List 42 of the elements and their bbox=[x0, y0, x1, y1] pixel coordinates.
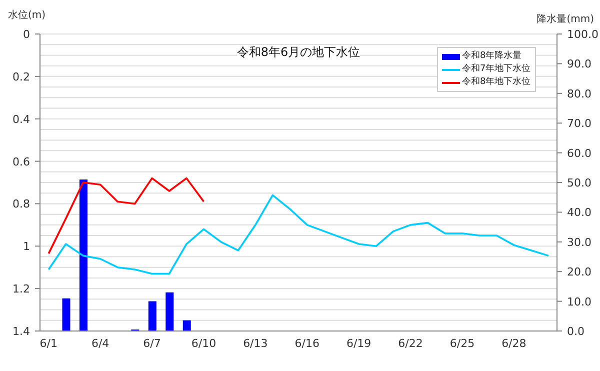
bar bbox=[166, 292, 174, 331]
y2-tick-label: 100.0 bbox=[567, 28, 598, 41]
x-tick-label: 6/13 bbox=[243, 336, 268, 350]
y-tick-label: 1 bbox=[23, 240, 30, 254]
bar bbox=[148, 301, 156, 331]
y-tick-label: 0.2 bbox=[12, 70, 30, 84]
y2-tick-label: 80.0 bbox=[567, 87, 592, 100]
y2-tick-label: 50.0 bbox=[567, 176, 592, 190]
x-tick-label: 6/25 bbox=[450, 336, 475, 350]
legend-label: 令和8年地下水位 bbox=[462, 76, 531, 89]
text: 令和8年6月の地下水位 bbox=[236, 45, 360, 59]
y-tick-label: 0.6 bbox=[12, 155, 30, 168]
y2-tick-label: 20.0 bbox=[567, 266, 592, 279]
line-series bbox=[48, 194, 550, 275]
y2-tick-label: 0.0 bbox=[567, 325, 584, 338]
x-tick-label: 6/28 bbox=[502, 336, 526, 350]
legend-label: 令和7年地下水位 bbox=[462, 63, 531, 76]
x-tick-label: 6/1 bbox=[40, 336, 58, 350]
y2-tick-label: 40.0 bbox=[567, 206, 592, 220]
y-tick-label: 1.2 bbox=[12, 282, 30, 296]
line-series bbox=[48, 177, 205, 254]
y2-tick-label: 60.0 bbox=[567, 146, 592, 160]
y2-tick-label: 30.0 bbox=[567, 236, 592, 249]
bar bbox=[182, 320, 191, 331]
y-tick-label: 0.4 bbox=[12, 112, 30, 126]
x-tick-label: 6/19 bbox=[346, 336, 372, 350]
y-tick-label: 0 bbox=[23, 28, 30, 41]
bar bbox=[62, 298, 70, 331]
y-axis-title: 水位(m) bbox=[8, 8, 46, 22]
x-tick-label: 6/7 bbox=[143, 336, 161, 350]
legend-label: 令和8年降水量 bbox=[462, 50, 522, 63]
y2-tick-label: 10.0 bbox=[567, 295, 592, 308]
y2-tick-label: 70.0 bbox=[567, 117, 592, 130]
y-tick-label: 1.4 bbox=[12, 325, 30, 338]
y2-axis-title: 降水量(mm) bbox=[536, 12, 594, 26]
x-tick-label: 6/16 bbox=[294, 336, 320, 350]
x-tick-label: 6/4 bbox=[91, 336, 110, 350]
y-tick-label: 0.8 bbox=[12, 198, 30, 211]
bar bbox=[79, 180, 88, 331]
y2-tick-label: 90.0 bbox=[567, 58, 592, 71]
x-tick-label: 6/10 bbox=[191, 336, 216, 350]
x-tick-label: 6/22 bbox=[398, 336, 423, 350]
